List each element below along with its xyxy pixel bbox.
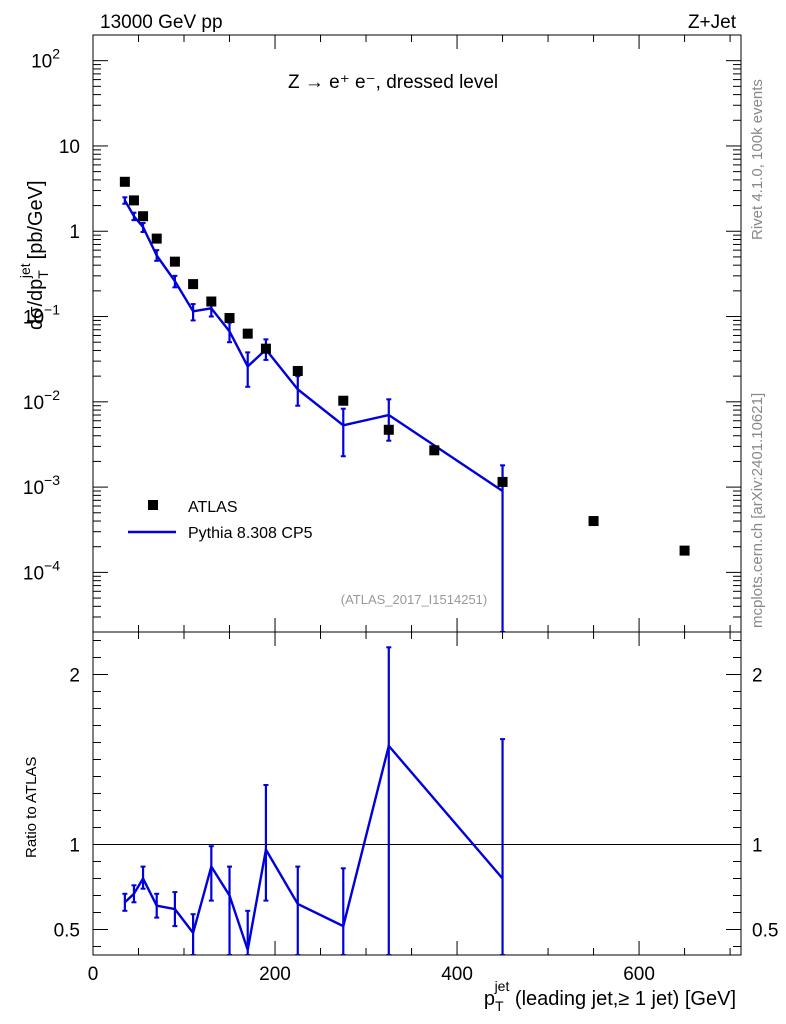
ratio-series (122, 646, 506, 955)
main-panel: 102 10 1 10−1 10−2 10−3 10−4 ATLAS Pythia 8.308 … (23, 34, 742, 633)
process-label: Z+Jet (688, 12, 737, 33)
y-tick-label: 102 (31, 46, 60, 73)
legend-data-label: ATLAS (188, 499, 238, 516)
y-tick-label: 10−1 (23, 302, 60, 329)
data-marker (260, 343, 271, 354)
data-marker (128, 195, 139, 206)
main-ylabel: dσ/dpTjet[pb/GeV] (17, 180, 51, 330)
data-marker (138, 211, 149, 222)
ratio-y-tick-label-right: 1 (752, 836, 763, 857)
data-marker (338, 395, 349, 406)
ratio-panel: 0 200 400 600 0.5 0.5 1 1 2 2 (54, 631, 778, 985)
mc-line (123, 199, 504, 493)
legend-data-marker (148, 500, 158, 510)
data-marker (679, 545, 690, 556)
main-frame (92, 34, 742, 633)
x-tick-label: 0 (88, 964, 99, 985)
analysis-label: (ATLAS_2017_I1514251) (341, 592, 487, 607)
ratio-frame (92, 631, 742, 956)
ratio-y-tick-label: 0.5 (54, 921, 80, 942)
mcplots-label: mcplots.cern.ch [arXiv:2401.10621] (749, 393, 766, 628)
data-marker (119, 176, 130, 187)
data-marker (169, 256, 180, 267)
rivet-label: Rivet 4.1.0, 100k events (749, 79, 766, 240)
x-tick-label: 400 (441, 964, 473, 985)
data-marker (224, 313, 235, 324)
ratio-y-tick-label: 2 (69, 666, 80, 687)
data-marker (292, 365, 303, 376)
y-tick-label: 10−4 (23, 557, 60, 584)
ratio-y-tick-label: 1 (69, 836, 80, 857)
mc-series-main (122, 196, 506, 632)
data-marker (151, 233, 162, 244)
ratio-line (124, 743, 504, 951)
data-marker (383, 424, 394, 435)
decay-label: Z → e⁺ e⁻, dressed level (288, 72, 498, 93)
y-tick-label: 10 (59, 137, 80, 158)
ratio-y-tick-label-right: 0.5 (752, 921, 778, 942)
x-tick-label: 600 (623, 964, 655, 985)
y-tick-label: 10−2 (23, 387, 60, 414)
y-tick-label: 10−3 (23, 472, 60, 499)
data-marker (206, 296, 217, 307)
data-marker (242, 328, 253, 339)
y-tick-label: 1 (69, 222, 80, 243)
data-marker (188, 279, 199, 290)
data-marker (588, 516, 599, 527)
data-marker (497, 476, 508, 487)
energy-label: 13000 GeV pp (100, 12, 223, 33)
x-tick-label: 200 (259, 964, 291, 985)
ratio-ylabel: Ratio to ATLAS (23, 757, 40, 858)
ratio-y-tick-label-right: 2 (752, 666, 763, 687)
legend-mc-label: Pythia 8.308 CP5 (188, 525, 313, 542)
data-marker (429, 445, 440, 456)
xlabel: pTjet (leading jet,≥ 1 jet) [GeV] (484, 978, 736, 1014)
